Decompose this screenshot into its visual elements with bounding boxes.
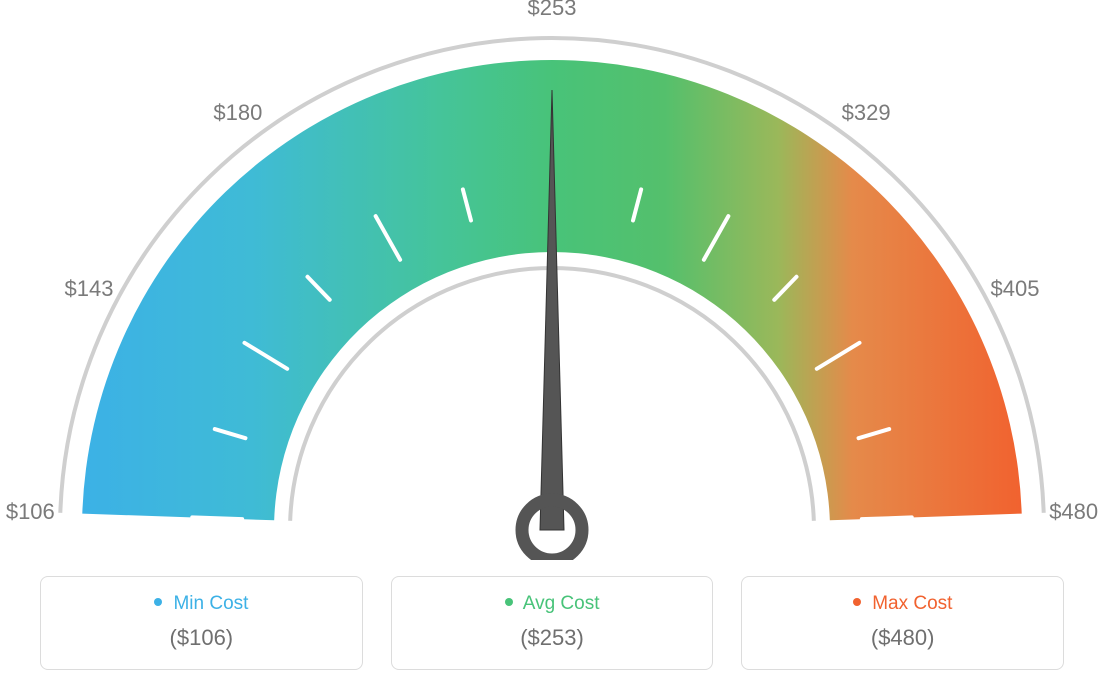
gauge-chart: $106 $143 $180 $253 $329 $405 $480 xyxy=(0,0,1104,560)
min-cost-title: Min Cost xyxy=(51,593,352,615)
gauge-svg xyxy=(0,0,1104,560)
avg-cost-title: Avg Cost xyxy=(402,593,703,615)
min-cost-card: Min Cost ($106) xyxy=(40,576,363,670)
gauge-tick-label: $405 xyxy=(991,276,1040,302)
avg-cost-value: ($253) xyxy=(402,625,703,651)
max-cost-value: ($480) xyxy=(752,625,1053,651)
avg-cost-dot xyxy=(505,598,513,606)
gauge-tick-label: $329 xyxy=(842,100,891,126)
max-cost-title: Max Cost xyxy=(752,593,1053,615)
summary-cards: Min Cost ($106) Avg Cost ($253) Max Cost… xyxy=(40,576,1064,670)
max-cost-card: Max Cost ($480) xyxy=(741,576,1064,670)
gauge-tick-label: $106 xyxy=(6,499,55,525)
min-cost-dot xyxy=(154,598,162,606)
gauge-tick-label: $180 xyxy=(213,100,262,126)
max-cost-dot xyxy=(853,598,861,606)
avg-cost-label: Avg Cost xyxy=(523,593,600,614)
max-cost-label: Max Cost xyxy=(872,593,952,614)
avg-cost-card: Avg Cost ($253) xyxy=(391,576,714,670)
min-cost-value: ($106) xyxy=(51,625,352,651)
gauge-tick-label: $253 xyxy=(528,0,577,21)
min-cost-label: Min Cost xyxy=(173,593,248,614)
gauge-tick-label: $143 xyxy=(64,276,113,302)
gauge-tick-label: $480 xyxy=(1049,499,1098,525)
